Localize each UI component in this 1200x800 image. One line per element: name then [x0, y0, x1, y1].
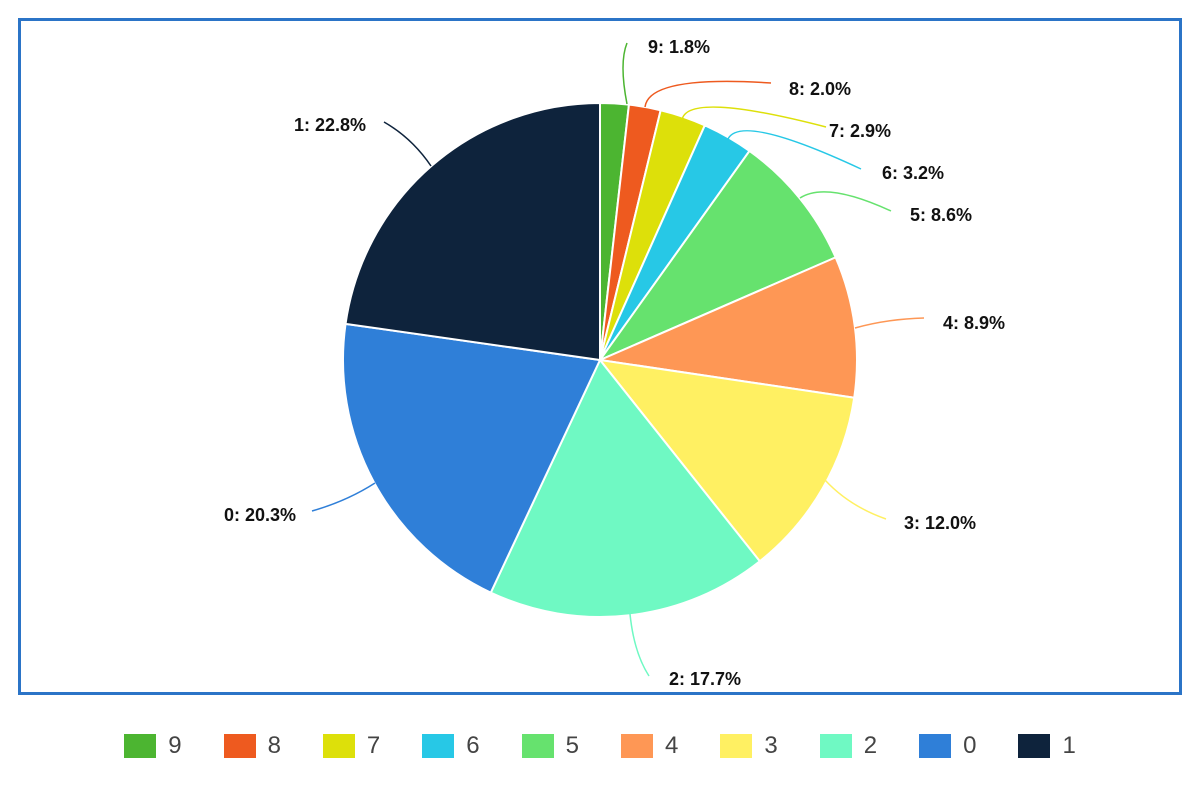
pie-slice-3[interactable] [597, 358, 856, 563]
leader-line-0 [311, 482, 376, 512]
chart-legend: 9 8 7 6 5 4 3 2 0 1 [0, 728, 1200, 764]
pie-slice-1[interactable] [344, 101, 601, 362]
pie-slices [342, 101, 858, 618]
legend-label: 7 [366, 732, 381, 759]
leader-line-4 [854, 317, 925, 329]
legend-label: 9 [168, 732, 182, 759]
legend-label: 4 [665, 732, 679, 759]
legend-label: 1 [1062, 732, 1076, 759]
slice-label-8: 8: 2.0% [789, 79, 851, 99]
legend-label: 5 [565, 732, 579, 759]
legend-swatch [124, 734, 157, 758]
legend-item-5[interactable]: 5 [521, 732, 579, 760]
leader-line-6 [727, 130, 862, 170]
legend-swatch [819, 734, 852, 758]
legend-label: 2 [863, 732, 878, 759]
legend-item-6[interactable]: 6 [422, 732, 480, 760]
legend-item-8[interactable]: 8 [223, 732, 281, 760]
legend-item-2[interactable]: 2 [819, 732, 878, 760]
slice-label-4: 4: 8.9% [943, 313, 1005, 333]
slice-label-0: 0: 20.3% [224, 505, 296, 525]
leader-line-9 [622, 42, 628, 105]
legend-label: 0 [963, 732, 977, 759]
legend-item-4[interactable]: 4 [621, 732, 678, 760]
leader-line-1 [383, 121, 432, 167]
legend-item-1[interactable]: 1 [1018, 732, 1076, 760]
leader-line-5 [799, 191, 892, 212]
leader-line-7 [681, 106, 827, 128]
label-leader-lines [311, 42, 925, 677]
slice-label-1: 1: 22.8% [294, 115, 366, 135]
legend-swatch [223, 734, 256, 758]
slice-labels: 9: 1.8% 8: 2.0% 7: 2.9% 6: 3.2% 5: 8.6% 4: 8.… [224, 37, 1005, 689]
leader-line-3 [824, 479, 887, 520]
pie-slice-4[interactable] [596, 256, 858, 399]
legend-label: 6 [466, 732, 480, 759]
legend-swatch [422, 734, 455, 758]
slice-label-3: 3: 12.0% [904, 513, 976, 533]
legend-label: 3 [764, 732, 778, 759]
legend-swatch [322, 734, 355, 758]
slice-label-5: 5: 8.6% [910, 205, 972, 225]
legend-item-3[interactable]: 3 [720, 732, 778, 760]
slice-label-2: 2: 17.7% [669, 669, 741, 689]
legend-swatch [621, 734, 653, 758]
slice-label-7: 7: 2.9% [829, 121, 891, 141]
pie-chart: 9: 1.8% 8: 2.0% 7: 2.9% 6: 3.2% 5: 8.6% 4: 8.… [224, 37, 1005, 689]
pie-slice-0[interactable] [342, 322, 602, 594]
leader-line-2 [629, 613, 650, 677]
pie-slice-5[interactable] [597, 149, 837, 363]
legend-label: 8 [267, 732, 281, 759]
legend-item-7[interactable]: 7 [322, 732, 381, 760]
legend-swatch [720, 734, 753, 758]
leader-line-8 [644, 80, 772, 108]
chart-frame: 9: 1.8% 8: 2.0% 7: 2.9% 6: 3.2% 5: 8.6% 4: 8.… [18, 18, 1182, 695]
legend-item-0[interactable]: 0 [919, 732, 976, 760]
slice-label-9: 9: 1.8% [648, 37, 710, 57]
legend-swatch [919, 734, 952, 758]
slice-label-6: 6: 3.2% [882, 163, 944, 183]
legend-swatch [521, 734, 554, 758]
legend-item-9[interactable]: 9 [124, 732, 182, 760]
legend-swatch [1018, 734, 1051, 758]
